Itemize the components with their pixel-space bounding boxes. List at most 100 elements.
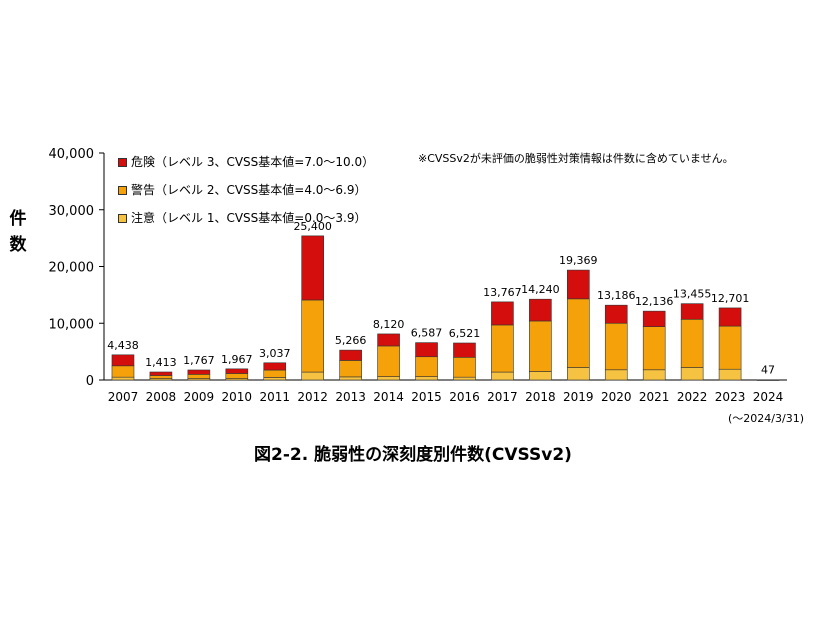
bar-total-label: 25,400 (293, 220, 332, 233)
bar-segment-warning (567, 298, 590, 368)
bar-segment-warning (491, 324, 514, 373)
bar-segment-warning (263, 369, 287, 378)
bar-segment-caution (301, 371, 324, 381)
bar-segment-caution (453, 376, 476, 381)
bar-total-label: 13,186 (597, 289, 636, 302)
bar-segment-caution (111, 376, 135, 381)
bar-total-label: 5,266 (335, 334, 367, 347)
bar-segment-warning (111, 365, 135, 378)
bar-segment-danger (604, 304, 628, 324)
legend-item-danger: 危険（レベル 3、CVSS基本値=7.0～10.0） (118, 148, 374, 176)
y-tick-label: 20,000 (49, 261, 95, 276)
bar-total-label: 3,037 (259, 347, 291, 360)
bar-total-label: 6,587 (411, 327, 443, 340)
legend-item-caution: 注意（レベル 1、CVSS基本値=0.0～3.9） (118, 204, 374, 232)
x-tick-label: 2021 (639, 390, 670, 404)
x-tick-label: 2008 (146, 390, 177, 404)
legend-item-warning: 警告（レベル 2、CVSS基本値=4.0～6.9） (118, 176, 374, 204)
bar-segment-warning (149, 375, 173, 379)
x-tick-label: 2018 (525, 390, 556, 404)
x-tick-label: 2023 (715, 390, 746, 404)
date-footnote: (～2024/3/31) (728, 412, 804, 425)
bar-total-label: 8,120 (373, 318, 405, 331)
x-tick-label: 2012 (297, 390, 328, 404)
bar-segment-danger (301, 235, 324, 301)
bar-segment-warning (604, 322, 628, 371)
bar-segment-danger (529, 298, 552, 322)
bar-segment-danger (680, 303, 704, 320)
chart-annotation: ※CVSSv2が未評価の脆弱性対策情報は件数に含めていません。 (418, 152, 734, 165)
bar-segment-caution (567, 367, 590, 381)
bar-segment-warning (377, 345, 400, 377)
y-tick-label: 40,000 (49, 147, 95, 162)
x-tick-label: 2016 (449, 390, 480, 404)
bar-segment-warning (642, 326, 666, 371)
bar-segment-danger (567, 269, 590, 300)
y-tick-label: 10,000 (49, 317, 95, 332)
y-axis-label-char: 数 (9, 235, 27, 255)
bar-segment-danger (263, 362, 287, 371)
bar-segment-caution (415, 376, 438, 381)
bar-total-label: 6,521 (449, 327, 481, 340)
y-axis-label-char: 件 (9, 209, 27, 229)
y-tick-label: 30,000 (49, 204, 95, 219)
bar-segment-caution (377, 376, 400, 381)
x-tick-label: 2017 (487, 390, 518, 404)
bar-total-label: 47 (761, 364, 775, 377)
bar-segment-caution (263, 377, 287, 381)
legend-label-warning: 警告（レベル 2、CVSS基本値=4.0～6.9） (131, 183, 367, 197)
bar-total-label: 13,767 (483, 286, 522, 299)
bar-segment-caution (642, 369, 666, 381)
bar-segment-warning (718, 325, 742, 370)
x-tick-label: 2010 (222, 390, 253, 404)
bar-segment-danger (756, 379, 780, 381)
bar-segment-caution (529, 371, 552, 381)
bar-segment-warning (225, 373, 249, 379)
legend-swatch-warning (118, 185, 127, 195)
y-axis-label: 件 数 (8, 206, 28, 258)
bar-segment-danger (377, 333, 400, 347)
bar-total-label: 12,136 (635, 295, 674, 308)
bar-total-label: 1,967 (221, 353, 253, 366)
x-tick-label: 2020 (601, 390, 632, 404)
bar-segment-warning (453, 356, 476, 378)
x-tick-label: 2014 (373, 390, 404, 404)
bar-segment-danger (453, 342, 476, 358)
y-tick-label: 0 (86, 374, 94, 389)
x-tick-label: 2022 (677, 390, 708, 404)
legend-label-danger: 危険（レベル 3、CVSS基本値=7.0～10.0） (131, 155, 375, 169)
bar-segment-caution (680, 367, 704, 381)
bar-segment-warning (529, 320, 552, 372)
chart-title: 図2-2. 脆弱性の深刻度別件数(CVSSv2) (254, 445, 572, 465)
bar-segment-danger (415, 342, 438, 358)
bar-segment-caution (718, 368, 742, 381)
bar-segment-warning (301, 299, 324, 373)
bar-total-label: 14,240 (521, 283, 560, 296)
bar-total-label: 12,701 (711, 292, 750, 305)
legend-swatch-caution (118, 213, 127, 223)
bar-segment-warning (415, 356, 438, 377)
bar-segment-danger (718, 307, 742, 327)
bar-total-label: 19,369 (559, 254, 598, 267)
x-tick-label: 2009 (184, 390, 215, 404)
x-tick-label: 2011 (259, 390, 290, 404)
bar-segment-caution (491, 371, 514, 381)
bar-total-label: 1,413 (145, 356, 177, 369)
legend-swatch-danger (118, 157, 127, 167)
bar-total-label: 1,767 (183, 354, 215, 367)
legend: 危険（レベル 3、CVSS基本値=7.0～10.0） 警告（レベル 2、CVSS… (118, 148, 374, 232)
x-tick-label: 2024 (753, 390, 784, 404)
bar-segment-danger (491, 301, 514, 326)
x-tick-label: 2015 (411, 390, 442, 404)
bar-total-label: 13,455 (673, 288, 712, 301)
bar-segment-danger (642, 310, 666, 327)
x-tick-label: 2013 (335, 390, 366, 404)
bar-total-label: 4,438 (107, 339, 139, 352)
bar-segment-danger (149, 371, 173, 376)
bar-segment-caution (339, 376, 362, 381)
x-tick-label: 2007 (108, 390, 139, 404)
bar-segment-danger (187, 369, 211, 375)
bar-segment-danger (225, 368, 249, 374)
bar-segment-danger (111, 354, 135, 367)
